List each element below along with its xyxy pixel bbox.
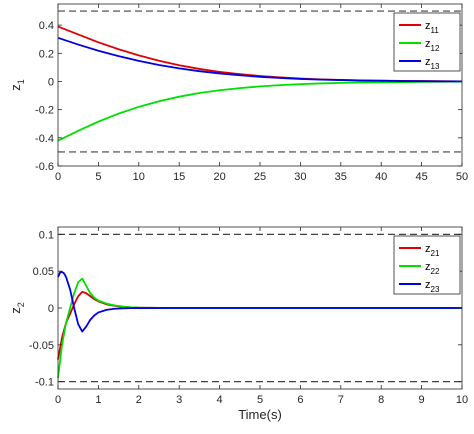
x-tick-label: 4 xyxy=(217,394,223,406)
x-tick-label: 8 xyxy=(378,394,384,406)
x-tick-label: 0 xyxy=(55,171,61,183)
series-line-z13 xyxy=(57,36,462,83)
legend-label-z23: z23 xyxy=(425,279,440,294)
x-tick-label: 5 xyxy=(257,394,263,406)
x-tick-label: 5 xyxy=(95,171,101,183)
legend-label-z21: z21 xyxy=(425,243,440,258)
legend-label-z11: z11 xyxy=(425,20,439,35)
y-axis-label: z2 xyxy=(8,302,26,314)
x-axis-label: Time(s) xyxy=(238,407,282,422)
x-tick-label: 7 xyxy=(338,394,344,406)
legend-label-main: z xyxy=(425,56,431,68)
legend-label-main: z xyxy=(425,243,431,255)
x-tick-label: 20 xyxy=(213,171,225,183)
y-tick-label: 0.2 xyxy=(39,48,54,60)
y-axis-label-subscript: 2 xyxy=(16,302,26,307)
y-axis-label: z1 xyxy=(8,79,26,91)
x-tick-label: 3 xyxy=(176,394,182,406)
legend-label-z12: z12 xyxy=(425,38,440,53)
y-tick-label: 0 xyxy=(48,76,54,88)
y-tick-label: -0.05 xyxy=(29,340,54,352)
legend-label-main: z xyxy=(425,20,431,32)
series-line-z23 xyxy=(57,271,462,333)
x-tick-label: 35 xyxy=(335,171,347,183)
y-tick-label: -0.2 xyxy=(35,105,54,117)
x-tick-label: 45 xyxy=(415,171,427,183)
y-tick-label: 0.4 xyxy=(39,20,54,32)
legend-label-main: z xyxy=(425,279,431,291)
series-line-z12 xyxy=(57,80,463,142)
x-tick-label: 50 xyxy=(456,171,468,183)
y-tick-label: 0.05 xyxy=(33,266,54,278)
legend-label-subscript: 12 xyxy=(431,44,440,53)
bottom-subplot: 0 1 2 3 4 5 6 7 8 9 10-0.1-0.0500.050.1z2Time(s)z2… xyxy=(8,226,468,422)
legend-label-subscript: 23 xyxy=(431,285,440,294)
x-tick-label: 15 xyxy=(173,171,185,183)
legend-label-subscript: 21 xyxy=(431,249,440,258)
y-tick-label: -0.4 xyxy=(35,133,54,145)
x-tick-label: 30 xyxy=(294,171,306,183)
x-tick-label: 2 xyxy=(136,394,142,406)
y-tick-label: -0.6 xyxy=(35,161,54,173)
top-subplot: 0 5 10 15 20 25 30 35 40 45 50 -0.6 -0.4 -0.2 0 0.2 0.4 z… xyxy=(8,3,468,183)
x-tick-label: 9 xyxy=(419,394,425,406)
y-axis-label-main: z xyxy=(8,84,23,91)
x-tick-label: 1 xyxy=(95,394,101,406)
x-tick-label: 25 xyxy=(254,171,266,183)
y-axis-label-main: z xyxy=(8,307,23,314)
legend-label-main: z xyxy=(425,261,431,273)
legend-label-subscript: 13 xyxy=(431,62,440,71)
x-tick-label: 10 xyxy=(456,394,468,406)
legend-label-z22: z22 xyxy=(425,261,440,276)
y-axis-label-subscript: 1 xyxy=(16,79,26,84)
legend-label-subscript: 11 xyxy=(431,26,440,35)
legend-label-subscript: 22 xyxy=(431,267,440,276)
y-tick-label: 0.1 xyxy=(39,229,54,241)
legend-label-main: z xyxy=(425,38,431,50)
legend-label-z13: z13 xyxy=(425,56,440,71)
x-tick-label: 40 xyxy=(375,171,387,183)
x-tick-label: 10 xyxy=(133,171,145,183)
x-tick-label: 6 xyxy=(297,394,303,406)
x-tick-label: 0 xyxy=(55,394,61,406)
y-tick-label: -0.1 xyxy=(35,377,54,389)
y-tick-label: 0 xyxy=(48,303,54,315)
